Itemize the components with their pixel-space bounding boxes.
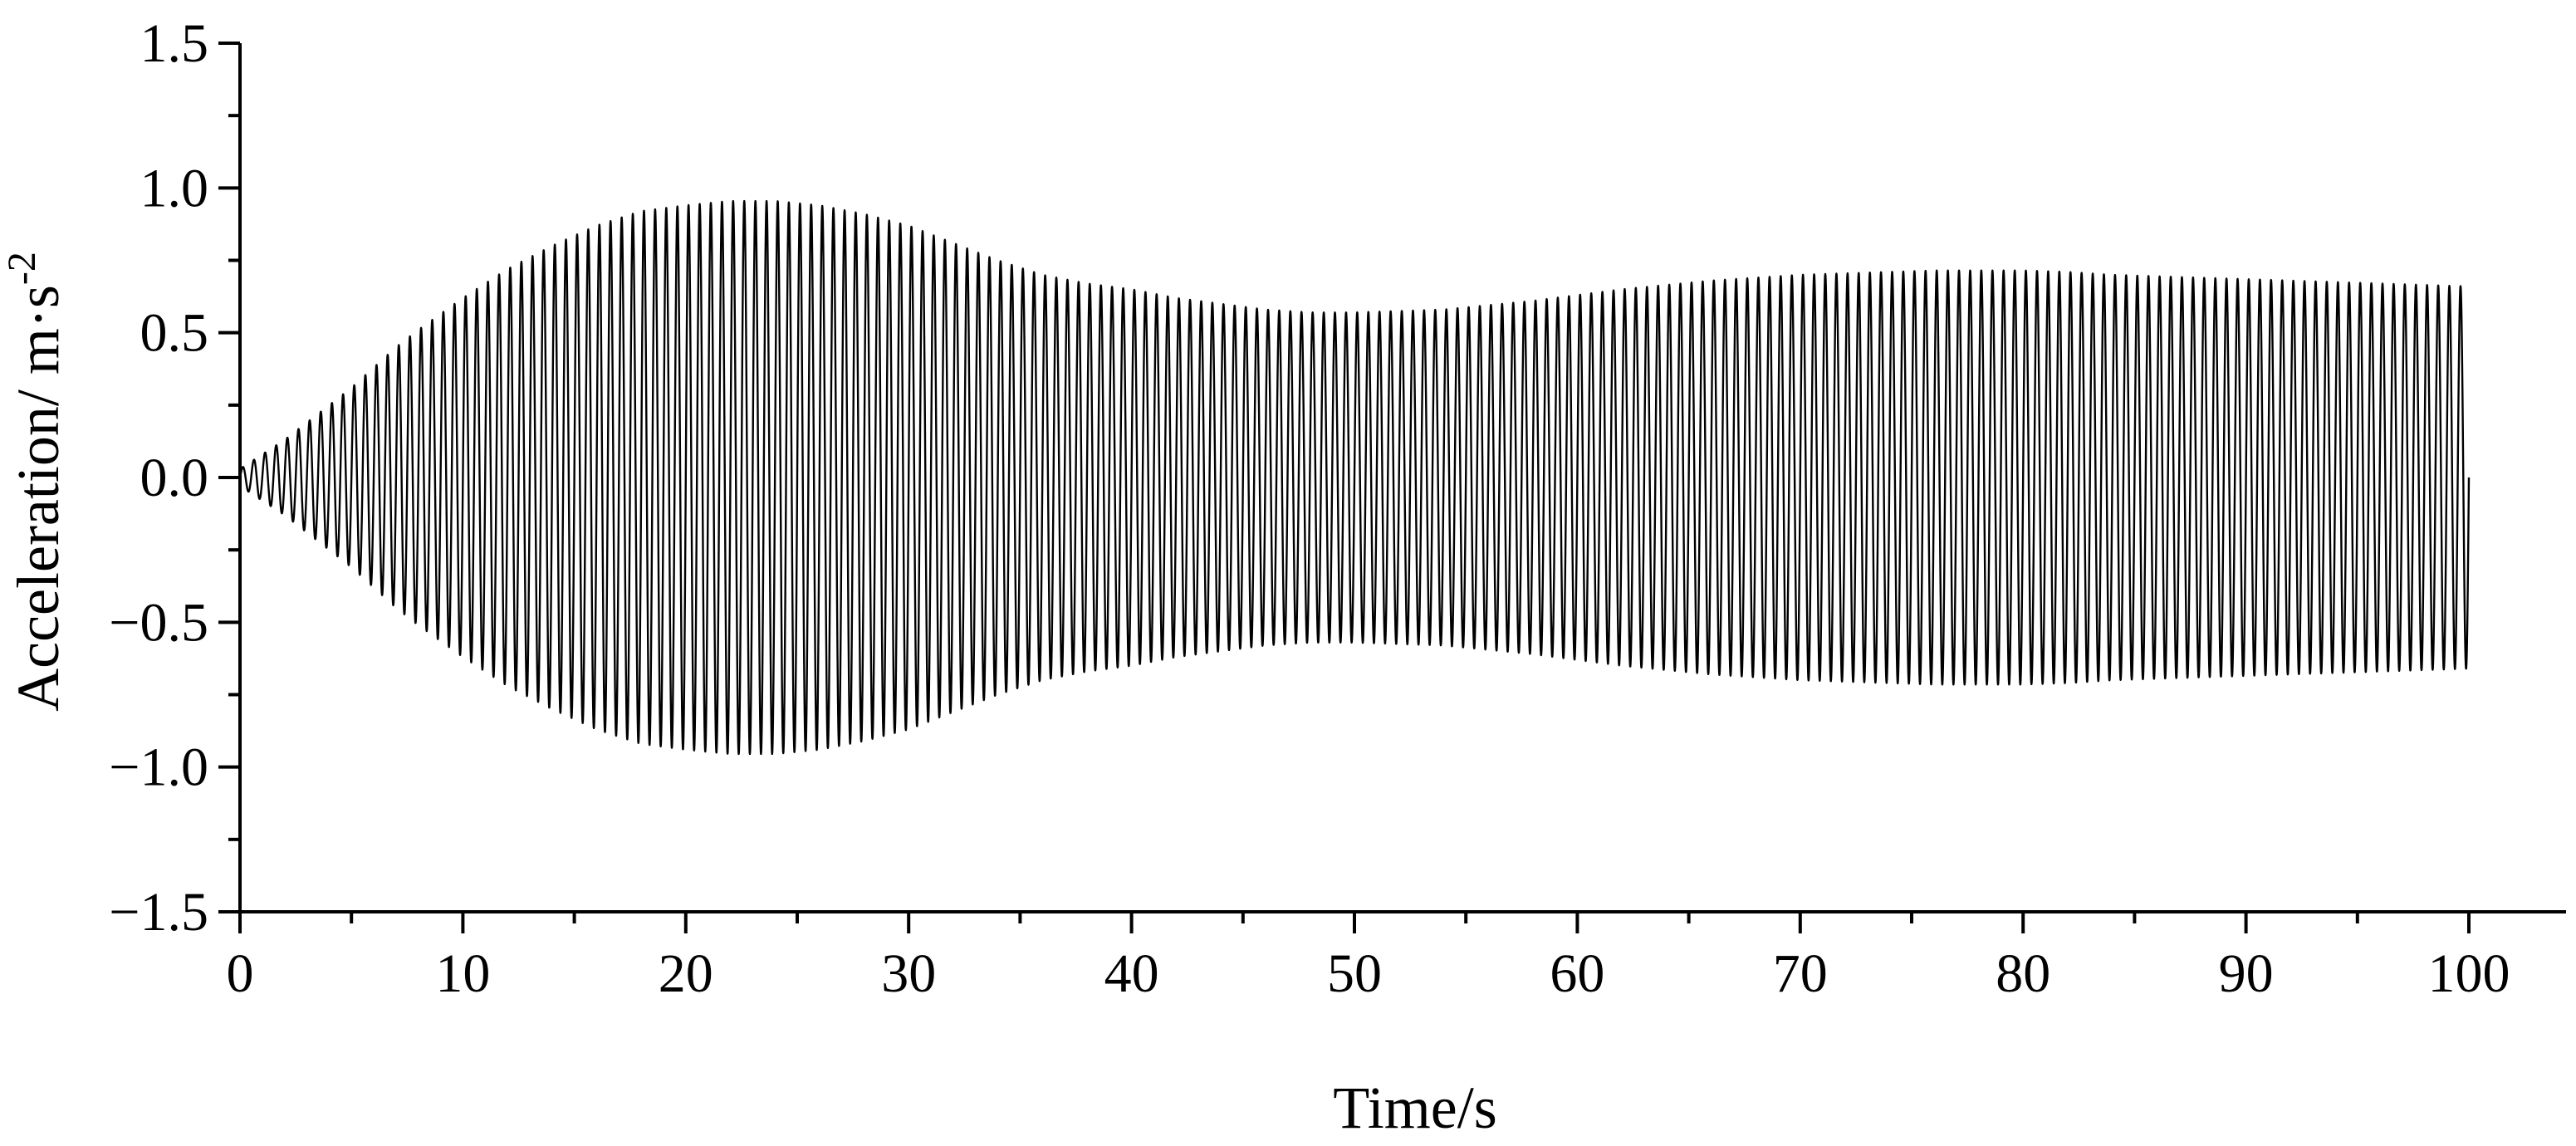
y-tick-label: −1.0 [109, 737, 208, 798]
x-tick-label: 70 [1773, 943, 1828, 1004]
x-tick-label: 20 [659, 943, 713, 1004]
axes: 0 10 20 30 40 50 60 70 80 90 100 1.5 1.0 0.5 0.0 −0.5 −1… [109, 13, 2566, 1004]
x-tick-label: 40 [1104, 943, 1159, 1004]
y-axis-title-superscript: -2 [0, 252, 44, 285]
x-tick-label: 30 [881, 943, 936, 1004]
x-axis-title: Time/s [1333, 1075, 1496, 1141]
x-tick-label: 10 [435, 943, 490, 1004]
axis-labels: Time/s Acceleration/ m·s-2 [0, 252, 1497, 1141]
y-axis-title-main: Acceleration/ m·s [5, 285, 71, 712]
y-tick-label: −0.5 [109, 592, 208, 653]
y-tick-label: 0.0 [140, 448, 209, 508]
x-tick-label: 100 [2428, 943, 2510, 1004]
series-layer [238, 199, 2471, 756]
y-tick-label: −1.5 [109, 882, 208, 943]
x-tick-label: 80 [1996, 943, 2050, 1004]
y-tick-label: 1.5 [140, 13, 209, 74]
x-tick-label: 60 [1550, 943, 1604, 1004]
x-tick-label: 50 [1327, 943, 1382, 1004]
x-tick-label: 90 [2219, 943, 2274, 1004]
y-axis-title: Acceleration/ m·s-2 [0, 252, 71, 712]
y-tick-label: 0.5 [140, 303, 209, 364]
y-tick-label: 1.0 [140, 158, 209, 218]
x-tick-label: 0 [227, 943, 254, 1004]
acceleration-series-line [238, 199, 2471, 756]
